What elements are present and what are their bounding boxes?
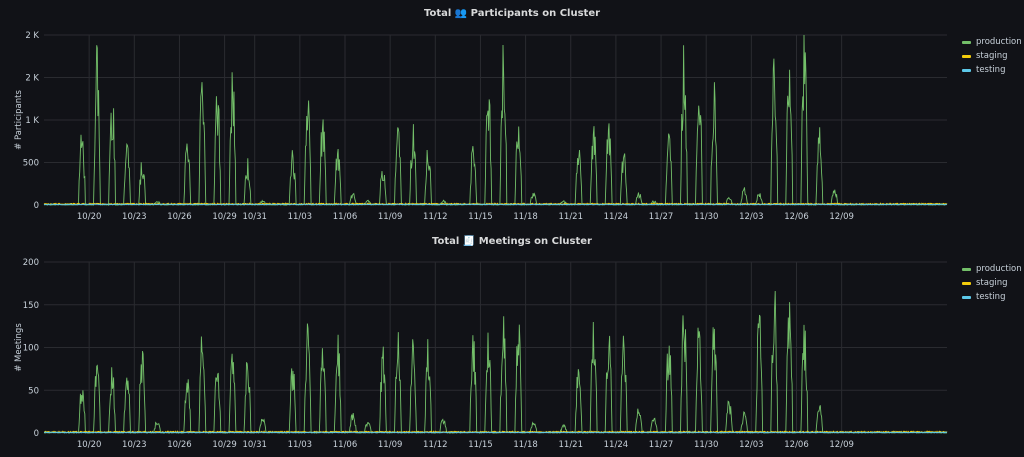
participants-xtick-label: 11/03 [288,212,313,222]
meetings-series-testing [44,431,948,434]
meetings-xtick-label: 11/18 [513,440,538,450]
meetings-xtick-label: 10/20 [77,440,102,450]
meetings-xtick-label: 11/09 [378,440,403,450]
legend-label-staging: staging [976,278,1008,288]
legend-swatch-production [962,267,971,271]
meetings-xtick-label: 11/21 [559,440,584,450]
legend-swatch-production [962,40,971,44]
meetings-chart-title: Total 🧾 Meetings on Cluster [432,236,592,247]
participants-xtick-label: 10/26 [167,212,192,222]
meetings-xtick-label: 11/06 [333,440,358,450]
legend-item-staging[interactable]: staging [962,49,1022,63]
participants-xtick-label: 12/06 [784,212,809,222]
legend-item-testing[interactable]: testing [962,290,1022,304]
participants-series-testing [43,203,947,206]
meetings-grid [44,261,947,434]
participants-chart: 0 500 1 K 2 K 2 K 10/20 10/23 10/26 10/29 10/31 11… [14,31,948,222]
meetings-xtick-label: 11/03 [288,440,313,450]
legend-label-production: production [976,37,1022,47]
meetings-xtick-label: 11/27 [649,440,674,450]
meetings-ylabel: # Meetings [14,323,24,372]
legend-swatch-testing [962,295,971,299]
participants-chart-title: Total 👥 Participants on Cluster [423,8,601,19]
participants-xtick-label: 11/27 [649,212,674,222]
participants-xtick-label: 10/31 [242,212,267,222]
participants-ytick-label: 1 K [25,116,39,126]
participants-ytick-label: 2 K [25,31,39,41]
meetings-xtick-label: 12/03 [739,440,764,450]
participants-xtick-label: 11/15 [468,212,493,222]
legend-swatch-staging [962,281,971,285]
legend-label-testing: testing [976,65,1006,75]
meetings-ytick-label: 200 [23,258,39,268]
meetings-ytick-label: 150 [23,301,39,311]
meetings-panel: Total 🧾 Meetings on Cluster 0 50 100 150 200… [0,228,1024,457]
participants-xtick-label: 11/24 [604,212,629,222]
participants-legend: production staging testing [962,35,1022,77]
participants-ytick-label: 0 [34,201,39,211]
meetings-xtick-label: 11/15 [468,440,493,450]
meetings-chart: 0 50 100 150 200 10/20 10/23 10/26 10/29 10/31 11/… [14,258,948,450]
meetings-xtick-label: 10/31 [242,440,267,450]
meetings-ytick-label: 100 [23,344,39,354]
participants-grid [44,34,947,206]
meetings-ytick-label: 0 [34,429,39,439]
participants-xtick-label: 12/09 [829,212,854,222]
meetings-xtick-label: 10/29 [212,440,237,450]
participants-xtick-label: 11/12 [423,212,448,222]
participants-xtick-label: 12/03 [739,212,764,222]
legend-item-staging[interactable]: staging [962,276,1022,290]
legend-label-production: production [976,264,1022,274]
meetings-xtick-label: 11/30 [694,440,719,450]
meetings-xtick-label: 10/26 [167,440,192,450]
participants-ytick-label: 2 K [25,74,39,84]
meetings-legend: production staging testing [962,262,1022,304]
participants-xtick-label: 11/30 [694,212,719,222]
meetings-xtick-label: 12/09 [829,440,854,450]
participants-xtick-label: 10/20 [77,212,102,222]
legend-label-testing: testing [976,292,1006,302]
legend-item-production[interactable]: production [962,35,1022,49]
participants-xtick-label: 10/23 [122,212,147,222]
participants-ylabel: # Participants [14,90,24,150]
participants-xtick-label: 11/21 [559,212,584,222]
meetings-ytick-label: 50 [28,386,39,396]
legend-swatch-testing [962,68,971,72]
meetings-xtick-label: 11/24 [604,440,629,450]
meetings-xtick-label: 10/23 [122,440,147,450]
participants-xtick-label: 11/18 [513,212,538,222]
legend-item-production[interactable]: production [962,262,1022,276]
meetings-xtick-label: 12/06 [784,440,809,450]
participants-ytick-label: 500 [23,159,39,169]
participants-panel: Total 👥 Participants on Cluster 0 500 1 K 2… [0,0,1024,228]
participants-xtick-label: 11/09 [378,212,403,222]
legend-label-staging: staging [976,51,1008,61]
participants-xtick-label: 10/29 [212,212,237,222]
legend-item-testing[interactable]: testing [962,63,1022,77]
legend-swatch-staging [962,54,971,58]
meetings-xtick-label: 11/12 [423,440,448,450]
participants-xtick-label: 11/06 [333,212,358,222]
